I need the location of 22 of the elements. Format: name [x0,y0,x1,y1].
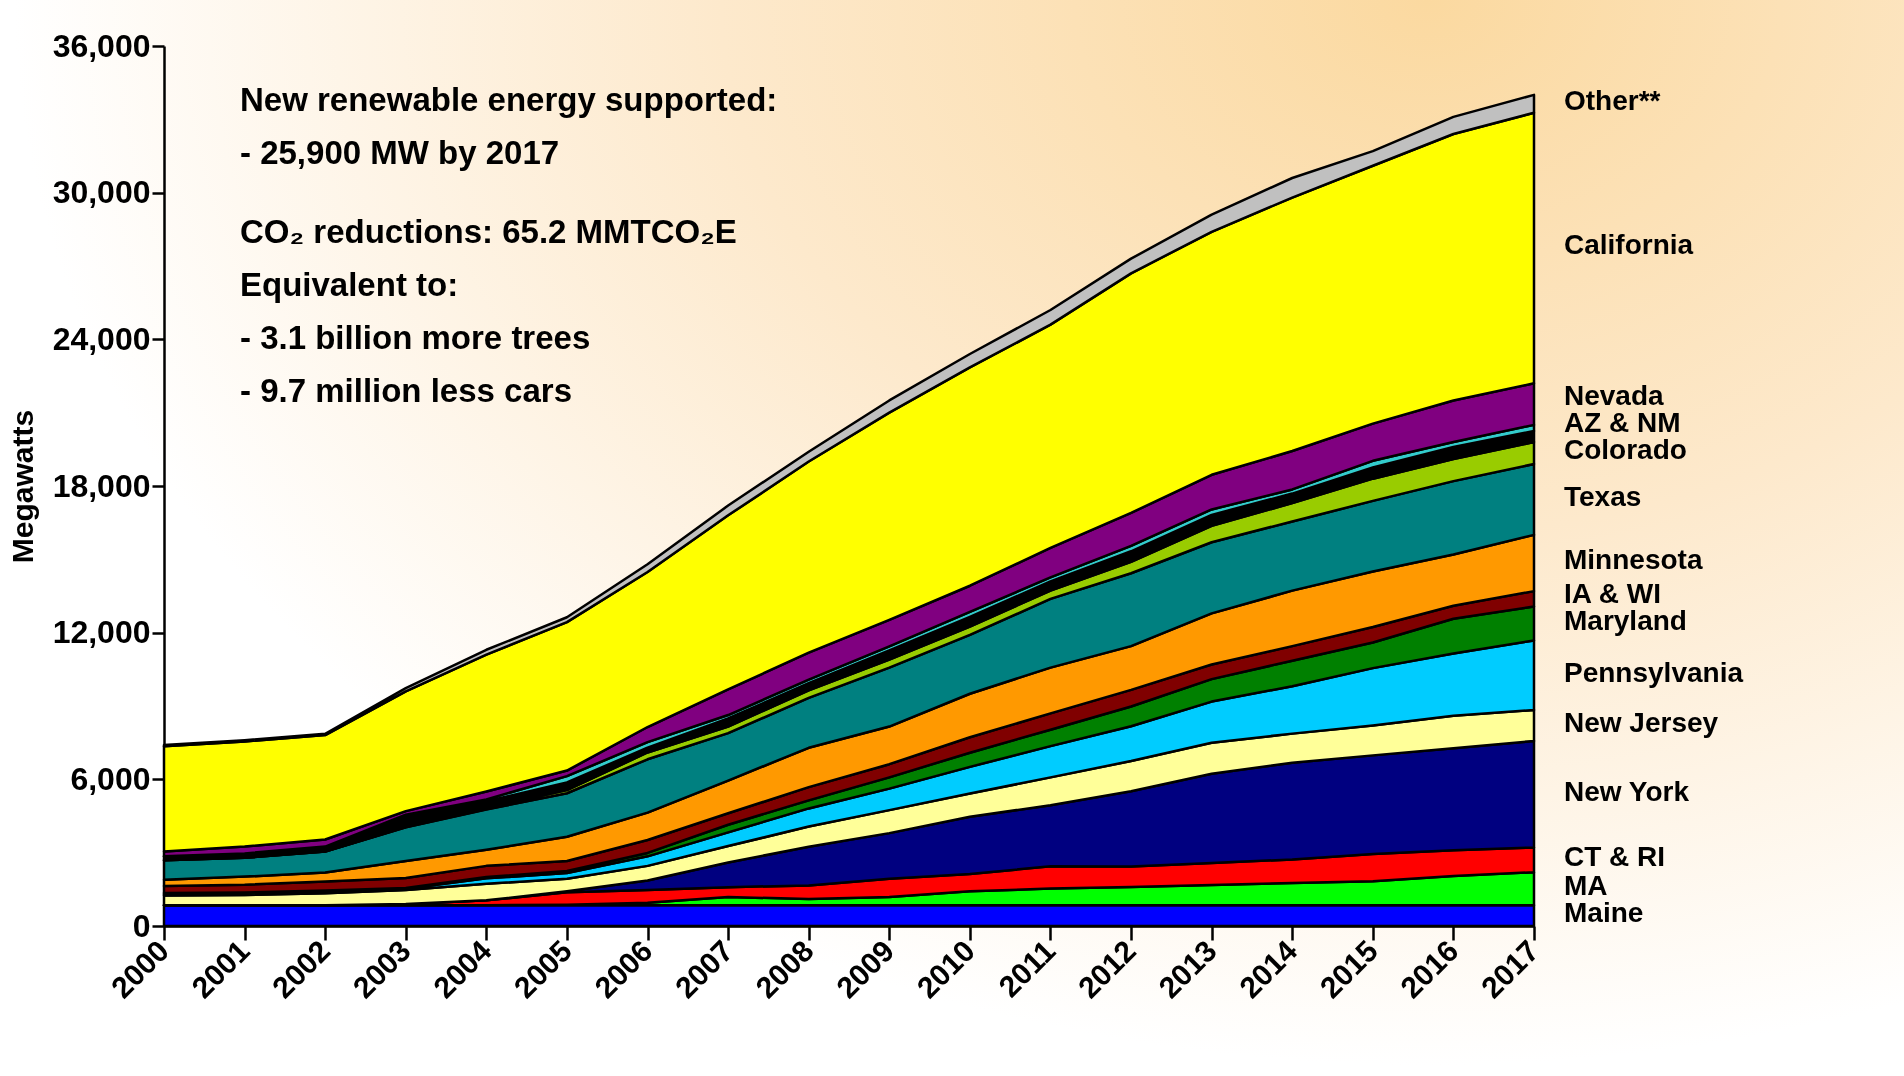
series-label: Texas [1564,480,1642,512]
annotation: - 9.7 million less cars [240,372,572,409]
series-label: New York [1564,775,1690,807]
y-tick-label: 30,000 [52,174,151,211]
series-label: California [1564,229,1694,261]
series-label: Other** [1564,85,1661,117]
annotation: - 25,900 MW by 2017 [240,134,560,171]
annotation: CO₂ reductions: 65.2 MMTCO₂E [240,213,737,250]
y-axis-title: Megawatts [5,409,39,564]
y-tick-label: 18,000 [52,467,151,504]
annotation: Equivalent to: [240,266,459,303]
series-label: Pennsylvania [1564,656,1744,688]
y-tick-label: 24,000 [52,320,151,357]
y-tick-label: 0 [132,907,151,944]
y-tick-label: 36,000 [52,27,151,64]
annotation: New renewable energy supported: [240,81,778,118]
y-tick-label: 6,000 [70,760,151,797]
series-label: New Jersey [1564,706,1719,738]
series-label: Minnesota [1564,544,1703,576]
annotation: - 3.1 billion more trees [240,319,591,356]
y-tick-label: 12,000 [52,614,151,651]
series-label: CT & RI [1564,841,1666,873]
